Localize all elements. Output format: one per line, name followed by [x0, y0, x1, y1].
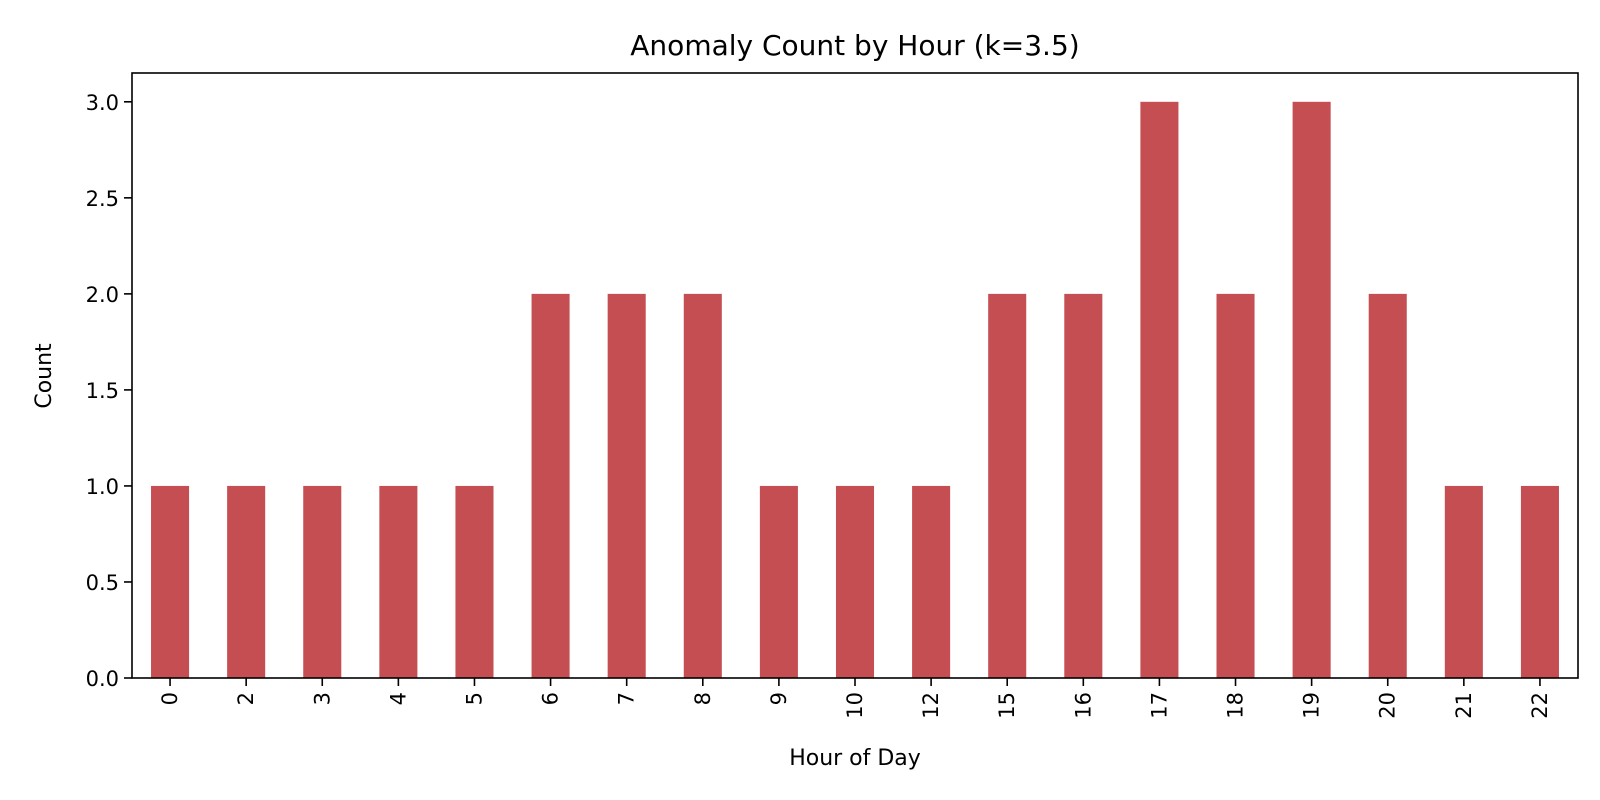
bar-hour-21: [1444, 485, 1483, 678]
bar-hour-17: [1140, 101, 1179, 679]
bar-hour-16: [1064, 293, 1103, 678]
x-axis: 0 2 3 4 5 6 7 8 9 10 12 15 16 17 18 19 20 21 22: [158, 678, 1552, 719]
x-tick-label: 12: [919, 692, 943, 719]
y-tick-label: 2.5: [86, 187, 119, 211]
y-tick-label: 3.0: [86, 91, 119, 115]
x-axis-label: Hour of Day: [789, 746, 921, 771]
bar-hour-3: [303, 485, 342, 678]
x-tick-label: 22: [1528, 692, 1552, 719]
bar-hour-18: [1216, 293, 1255, 678]
y-tick-label: 1.0: [86, 475, 119, 499]
bar-hour-10: [835, 485, 875, 678]
bar-hour-2: [227, 485, 266, 678]
bar-hour-19: [1292, 101, 1331, 679]
bar-hour-4: [379, 485, 418, 678]
x-tick-label: 6: [539, 692, 563, 705]
bar-hour-5: [455, 485, 494, 678]
y-tick-label: 2.0: [86, 283, 119, 307]
y-tick-label: 0.5: [86, 571, 119, 595]
x-tick-label: 18: [1224, 692, 1248, 719]
x-tick-label: 9: [767, 692, 791, 705]
x-tick-label: 20: [1376, 692, 1400, 719]
x-tick-label: 10: [843, 692, 867, 719]
x-tick-label: 21: [1452, 692, 1476, 719]
bar-hour-0: [151, 485, 190, 678]
x-tick-label: 4: [386, 692, 410, 705]
chart-title: Anomaly Count by Hour (k=3.5): [630, 29, 1079, 62]
bar-hour-6: [531, 293, 570, 678]
bar-hour-9: [759, 485, 798, 678]
x-tick-label: 15: [995, 692, 1019, 719]
x-tick-label: 0: [158, 692, 182, 705]
x-tick-label: 8: [691, 692, 715, 705]
y-axis: 0.0 0.5 1.0 1.5 2.0 2.5 3.0: [86, 91, 132, 691]
x-tick-label: 3: [310, 692, 334, 705]
x-tick-label: 16: [1071, 692, 1095, 719]
x-tick-label: 2: [234, 692, 258, 705]
y-tick-label: 0.0: [86, 667, 119, 691]
plot-frame: [131, 72, 1579, 679]
bar-hour-22: [1520, 485, 1559, 678]
x-tick-label: 5: [462, 692, 486, 705]
bar-hour-12: [912, 485, 951, 678]
y-axis-label: Count: [32, 343, 57, 409]
x-tick-label: 19: [1300, 692, 1324, 719]
bar-hour-15: [988, 293, 1027, 678]
bar-hour-7: [607, 293, 646, 678]
x-tick-label: 7: [615, 692, 639, 705]
bars-group: [151, 101, 1559, 679]
bar-hour-20: [1368, 293, 1407, 678]
x-tick-label: 17: [1147, 692, 1171, 719]
bar-hour-8: [683, 293, 722, 678]
y-tick-label: 1.5: [86, 379, 119, 403]
